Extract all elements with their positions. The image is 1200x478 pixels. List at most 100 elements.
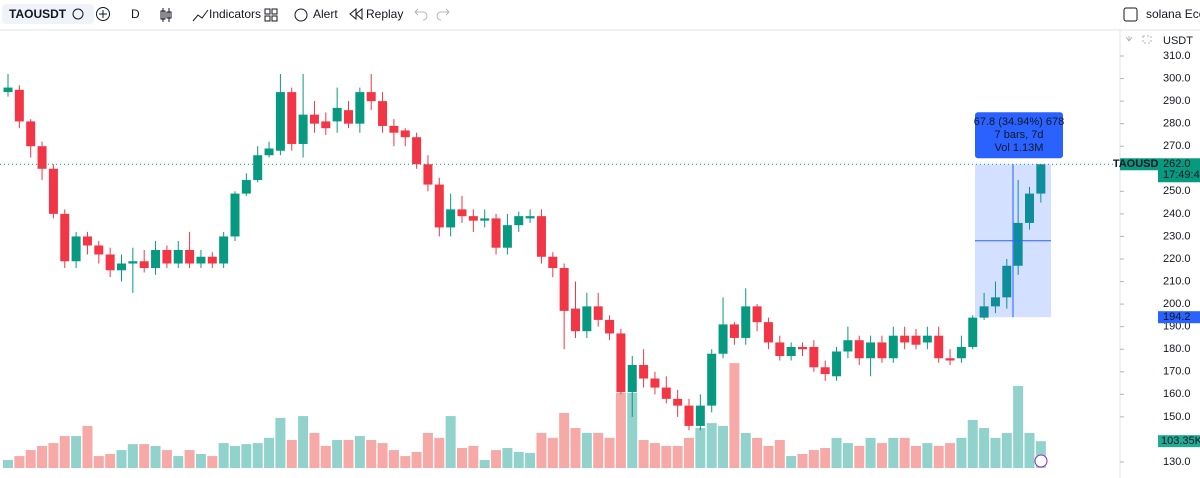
- volume-bar: [71, 436, 82, 468]
- chart-type-button[interactable]: [160, 8, 172, 22]
- candle-body: [321, 121, 331, 129]
- volume-bar: [990, 437, 1001, 468]
- candle-body: [468, 216, 478, 221]
- measure-low-tag: [1158, 311, 1200, 324]
- candle-body: [275, 92, 285, 151]
- volume-bar: [241, 444, 252, 468]
- y-tick-label: 150.0: [1163, 411, 1191, 423]
- volume-bar: [320, 445, 331, 468]
- interval[interactable]: D: [131, 7, 140, 21]
- y-tick-label: 170.0: [1163, 366, 1191, 378]
- y-tick-label: 130.0: [1163, 456, 1191, 468]
- candle-body: [139, 261, 149, 269]
- candle-body: [650, 378, 660, 388]
- candle-body: [332, 107, 342, 122]
- volume-bar: [207, 456, 218, 468]
- volume-bar: [377, 443, 388, 468]
- candle-body: [673, 398, 683, 406]
- volume-bar: [684, 437, 694, 468]
- candle-body: [718, 324, 728, 354]
- indicators-icon[interactable]: [192, 9, 209, 22]
- candle-body: [616, 333, 626, 393]
- candle-body: [173, 249, 183, 264]
- auto-scale-icon[interactable]: [1142, 35, 1152, 44]
- y-tick-label: 210.0: [1163, 275, 1191, 287]
- volume-bar: [422, 432, 433, 468]
- replay-button[interactable]: Replay: [366, 7, 403, 21]
- candle-body: [94, 245, 104, 255]
- candle-body: [162, 249, 172, 264]
- redo-button[interactable]: [436, 8, 450, 21]
- volume-bar: [218, 443, 229, 468]
- candle-body: [298, 114, 308, 144]
- volume-bar: [922, 443, 933, 468]
- volume-bar: [48, 443, 59, 468]
- y-tick-label: 220.0: [1163, 253, 1191, 265]
- watchlist-name[interactable]: solana Ecosy: [1146, 7, 1200, 21]
- volume-bar: [457, 448, 467, 468]
- candle-body: [582, 306, 592, 332]
- volume-bar: [332, 439, 343, 468]
- last-price-symbol: TAOUSDT: [1113, 158, 1166, 170]
- volume-bar: [354, 436, 365, 468]
- alert-icon[interactable]: [294, 8, 308, 22]
- candle-body: [26, 121, 36, 147]
- y-tick-label: 250.0: [1163, 185, 1191, 197]
- indicators-button[interactable]: Indicators: [209, 7, 261, 21]
- volume-bar: [309, 432, 320, 468]
- candle-body: [695, 405, 705, 426]
- volume-bar: [752, 437, 763, 468]
- volume-bar: [831, 437, 842, 468]
- volume-bar: [468, 445, 479, 468]
- candle-body: [37, 146, 47, 169]
- candle-body: [196, 256, 206, 264]
- y-tick-label: 300.0: [1163, 72, 1191, 84]
- measure-low-label: 194.2: [1163, 311, 1191, 323]
- candle-body: [752, 306, 762, 323]
- volume-bar: [445, 416, 456, 468]
- last-price-label: 262.0: [1163, 158, 1191, 170]
- candle-body: [798, 346, 807, 350]
- layouts-button[interactable]: [264, 8, 278, 22]
- candle-body: [559, 268, 569, 311]
- alert-button[interactable]: Alert: [313, 7, 338, 21]
- undo-button[interactable]: [414, 8, 428, 21]
- candle-body: [593, 306, 603, 320]
- volume-bar: [525, 452, 536, 468]
- compare-button[interactable]: [96, 7, 110, 21]
- volume-tag: [1158, 435, 1200, 448]
- watchlist-checkbox[interactable]: [1123, 7, 1138, 22]
- candle-body: [207, 256, 217, 264]
- volume-bar: [706, 423, 717, 468]
- candle-body: [786, 346, 796, 356]
- candle-body: [423, 164, 433, 185]
- volume-bar: [82, 425, 93, 468]
- candle-body: [502, 225, 512, 248]
- candle-body: [82, 236, 92, 246]
- volume-tag-label: 103.35K: [1161, 435, 1200, 447]
- candle-body: [48, 168, 58, 214]
- y-tick-label: 290.0: [1163, 95, 1191, 107]
- volume-bar: [615, 392, 626, 468]
- candle-body: [287, 92, 297, 144]
- candle-body: [309, 114, 319, 124]
- volume-bar: [911, 445, 921, 468]
- symbol-icon[interactable]: [72, 8, 84, 20]
- scale-down-icon[interactable]: [1125, 36, 1133, 42]
- symbol-box[interactable]: [2, 4, 94, 24]
- replay-icon[interactable]: [349, 7, 363, 21]
- volume-bar: [774, 439, 785, 468]
- candle-body: [843, 340, 853, 352]
- candle-body: [117, 263, 126, 271]
- volume-bar: [411, 451, 422, 468]
- candle-body: [1002, 265, 1012, 298]
- volume-bar: [252, 443, 263, 468]
- symbol[interactable]: TAOUSDT: [9, 7, 67, 21]
- volume-bar: [627, 392, 638, 468]
- candle-body: [60, 213, 70, 262]
- volume-bar: [230, 445, 240, 468]
- volume-bar: [854, 445, 865, 468]
- volume-bar: [161, 450, 172, 468]
- measure-tooltip: [975, 112, 1063, 159]
